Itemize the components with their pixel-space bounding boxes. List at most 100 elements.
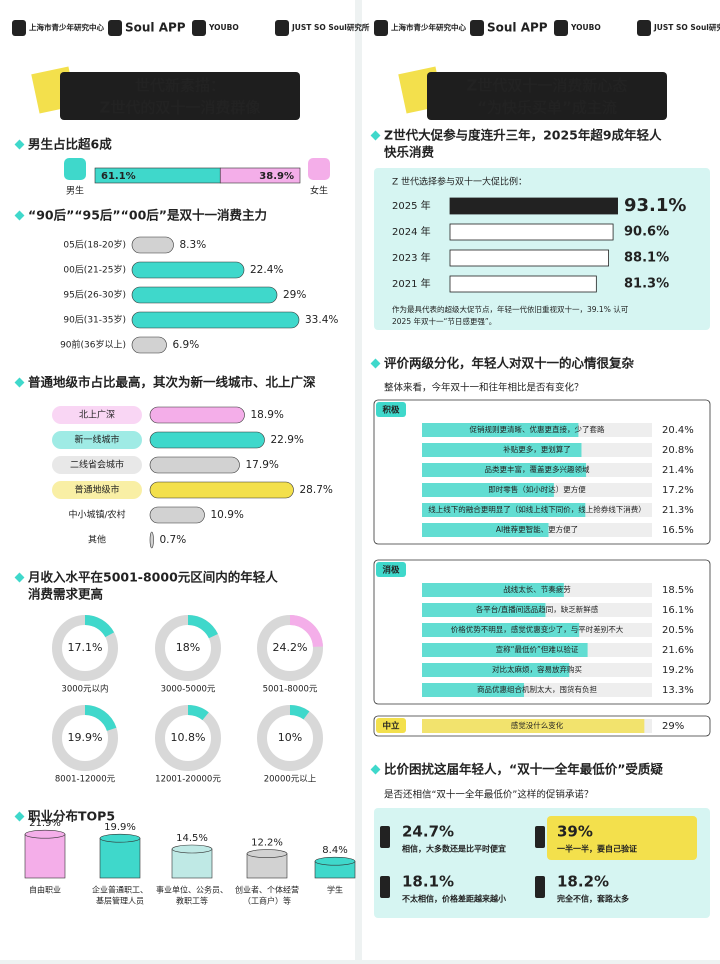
category-label: （工商户）等 bbox=[243, 896, 291, 906]
group-box bbox=[373, 559, 711, 705]
value-label: 21.9% bbox=[29, 818, 61, 829]
heading-marker bbox=[14, 811, 25, 822]
bar bbox=[149, 431, 265, 449]
bar bbox=[422, 483, 554, 497]
bar bbox=[422, 623, 580, 637]
bar bbox=[131, 336, 167, 354]
logo-icon bbox=[192, 20, 206, 36]
value-label: 19.9% bbox=[104, 822, 136, 833]
value-label: 21.3% bbox=[662, 505, 694, 516]
cylinder bbox=[99, 837, 141, 879]
value-label: 20.4% bbox=[662, 425, 694, 436]
item-label: 宣称“最低价”但难以验证 bbox=[496, 644, 579, 654]
logo-text: 上海市青少年研究中心 bbox=[29, 22, 104, 32]
value-label: 20.5% bbox=[662, 625, 694, 636]
value-label: 39% bbox=[557, 823, 593, 841]
heading-marker bbox=[370, 130, 381, 141]
logo-icon bbox=[275, 20, 289, 36]
bar bbox=[422, 423, 579, 437]
value-label: 19.2% bbox=[662, 665, 694, 676]
bar bbox=[422, 643, 588, 657]
category-label: 其他 bbox=[88, 534, 106, 546]
category-pill bbox=[52, 406, 142, 424]
section-heading: 月收入水平在5001-8000元区间内的年轻人 bbox=[27, 570, 278, 585]
title: “为快乐买单”成主流 bbox=[477, 99, 617, 117]
item-label: 线上线下的融合更明显了（如线上线下同价，线上抢券线下消费） bbox=[428, 504, 646, 514]
bar bbox=[449, 197, 618, 215]
section-heading: 比价困扰这届年轻人，“双十一全年最低价”受质疑 bbox=[384, 762, 663, 777]
heading-marker bbox=[14, 210, 25, 221]
group-box bbox=[373, 399, 711, 545]
note: 2025 年双十一“节日感更强”。 bbox=[392, 316, 496, 326]
logo-text: Soul APP bbox=[125, 21, 186, 35]
bar bbox=[449, 249, 609, 267]
value-label: 16.5% bbox=[662, 525, 694, 536]
bar bbox=[422, 603, 546, 617]
bar bbox=[131, 286, 278, 304]
heading-marker bbox=[14, 572, 25, 583]
value-label: 29% bbox=[283, 289, 306, 301]
value-label: 29% bbox=[662, 721, 684, 732]
value-label: 19.9% bbox=[68, 731, 103, 744]
bar bbox=[149, 531, 154, 549]
item-label: 完全不信，套路太多 bbox=[557, 894, 629, 904]
value-label: 17.2% bbox=[662, 485, 694, 496]
category-label: 3000元以内 bbox=[61, 684, 108, 695]
cylinder-top bbox=[24, 829, 66, 839]
item-icon bbox=[380, 876, 390, 898]
bar bbox=[131, 311, 300, 329]
section-heading: Z世代大促参与度连升三年，2025年超9成年轻人 bbox=[384, 128, 662, 143]
logo-text: YOUBO bbox=[570, 23, 601, 32]
category-label: 学生 bbox=[327, 885, 343, 895]
value-label: 21.4% bbox=[662, 465, 694, 476]
subheading: Z 世代选择参与双十一大促比例： bbox=[392, 176, 527, 188]
value-label: 33.4% bbox=[305, 314, 338, 326]
value-label: 24.2% bbox=[273, 641, 308, 654]
value-label: 18.2% bbox=[557, 873, 609, 891]
category-label: 新一线城市 bbox=[74, 434, 119, 446]
logo-icon bbox=[554, 20, 568, 36]
value-label: 10.9% bbox=[211, 509, 244, 521]
value-label: 13.3% bbox=[662, 685, 694, 696]
year-label: 2025 年 bbox=[392, 199, 431, 212]
section-heading: “90后”“95后”“00后”是双十一消费主力 bbox=[28, 208, 267, 223]
value-label: 17.9% bbox=[246, 459, 279, 471]
heading-marker bbox=[14, 139, 25, 150]
section-heading: 男生占比超6成 bbox=[28, 137, 112, 152]
category-label: 创业者、个体经营 bbox=[235, 885, 299, 895]
item-label: 品类更丰富，覆盖更多兴趣领域 bbox=[485, 464, 590, 474]
category-label: 8001-12000元 bbox=[55, 775, 116, 785]
category-label: 20000元以上 bbox=[264, 775, 317, 785]
note: 作为最具代表的超级大促节点，年轻一代依旧重视双十一，39.1% 认可 bbox=[392, 304, 629, 314]
category-label: 05后(18-20岁) bbox=[63, 239, 126, 251]
category-label: 95后(26-30岁) bbox=[63, 289, 126, 301]
section-heading: 快乐消费 bbox=[384, 145, 435, 160]
value-label: 10.8% bbox=[171, 731, 206, 744]
section-heading: 普通地级市占比最高，其次为新一线城市、北上广深 bbox=[28, 375, 316, 390]
group-tag bbox=[376, 562, 406, 577]
section-heading: 消费需求更高 bbox=[28, 587, 103, 602]
year-label: 2024 年 bbox=[392, 225, 431, 238]
category-label: 二线省会城市 bbox=[70, 459, 124, 471]
value-label: 10% bbox=[278, 731, 302, 744]
category-pill bbox=[52, 431, 142, 449]
item-icon bbox=[535, 876, 545, 898]
category-label: 教职工等 bbox=[176, 896, 208, 906]
heading-marker bbox=[370, 358, 381, 369]
highlight bbox=[547, 816, 697, 860]
value-label: 8.4% bbox=[322, 845, 347, 856]
year-label: 2021 年 bbox=[392, 277, 431, 290]
logo-text: YOUBO bbox=[208, 23, 239, 32]
category-label: 5001-8000元 bbox=[263, 685, 318, 695]
item-label: 对比太麻烦，容易放弃购买 bbox=[492, 664, 582, 674]
gender-label: 女生 bbox=[310, 185, 328, 197]
logo-icon bbox=[637, 20, 651, 36]
gender-label: 男生 bbox=[66, 185, 84, 197]
group-name: 消极 bbox=[382, 565, 400, 576]
cylinder-top bbox=[171, 844, 213, 854]
category-label: 00后(21-25岁) bbox=[63, 264, 126, 276]
item-label: 补贴更多，更划算了 bbox=[503, 444, 571, 454]
category-label: 3000-5000元 bbox=[161, 685, 216, 695]
bar bbox=[149, 481, 294, 499]
